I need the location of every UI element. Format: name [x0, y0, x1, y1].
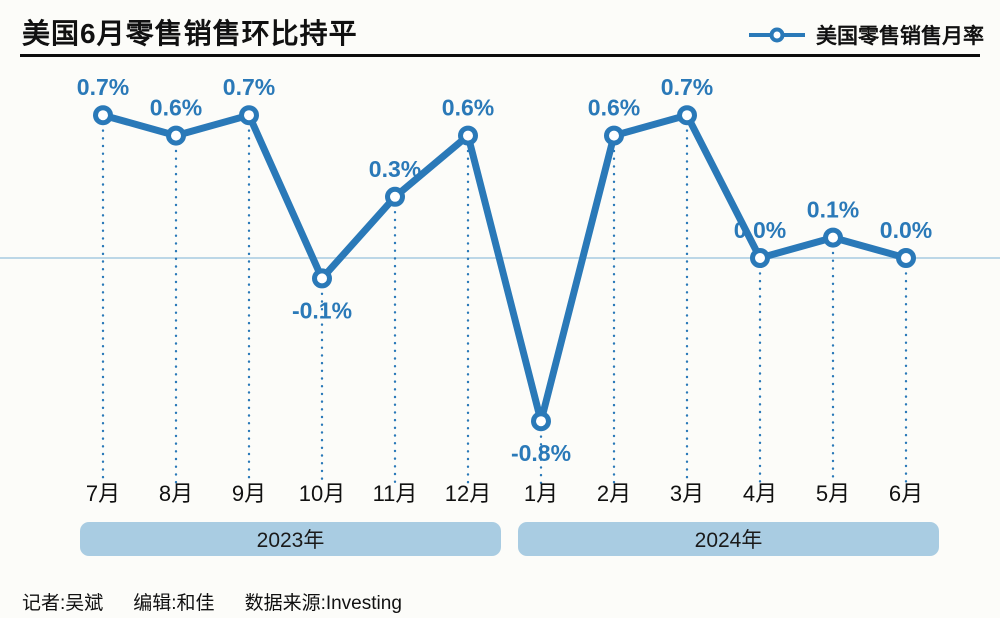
data-point-marker [531, 411, 551, 432]
legend-line-marker-icon [749, 27, 805, 43]
x-axis-label: 9月 [232, 481, 266, 506]
data-value-label: 0.0% [880, 217, 932, 243]
footer-reporter: 记者:吴斌 [22, 593, 104, 614]
x-axis-label: 2月 [597, 481, 631, 506]
data-value-label: 0.3% [369, 156, 421, 182]
legend-label: 美国零售销售月率 [816, 25, 984, 48]
year-band-label: 2023年 [80, 522, 501, 556]
data-value-label: 0.6% [150, 95, 202, 121]
series-line [99, 111, 910, 425]
legend: 美国零售销售月率 [748, 20, 984, 50]
data-point-marker [823, 227, 843, 248]
data-value-label: -0.8% [511, 440, 571, 466]
x-axis-label: 10月 [299, 481, 345, 506]
x-axis-label: 4月 [743, 481, 777, 506]
footer-credits: 记者:吴斌 编辑:和佳 数据来源:Investing [22, 588, 402, 615]
data-value-label: -0.1% [292, 297, 352, 323]
x-axis-label: 1月 [524, 481, 558, 506]
header-divider [20, 54, 980, 57]
x-axis-label: 6月 [889, 481, 923, 506]
chart-title: 美国6月零售销售环比持平 [22, 18, 358, 49]
year-band-label: 2024年 [518, 522, 939, 556]
line-chart: 0.7% 0.6% 0.7% -0.1% 0.3% 0.6% -0.8% 0.6% 0.7% 0.… [0, 74, 1000, 506]
x-axis-label: 8月 [159, 481, 193, 506]
data-point-marker [604, 125, 624, 146]
year-bands-row: 2023年 2024年 [0, 522, 1000, 558]
x-axis-label: 7月 [86, 481, 120, 506]
data-value-label: 0.6% [588, 95, 640, 121]
x-axis-label: 3月 [670, 481, 704, 506]
data-value-label: 0.6% [442, 95, 494, 121]
data-value-label: 0.0% [734, 217, 786, 243]
footer-source: 数据来源:Investing [244, 593, 402, 614]
data-point-marker [166, 125, 186, 146]
data-point-marker [312, 268, 332, 289]
data-point-marker [750, 248, 770, 268]
x-axis-label: 11月 [373, 481, 418, 506]
x-axis-label: 5月 [816, 481, 850, 506]
data-point-marker [385, 186, 405, 207]
data-point-marker [458, 125, 478, 146]
x-axis-label: 12月 [445, 481, 491, 506]
data-point-marker [677, 105, 697, 126]
data-point-marker [239, 105, 259, 126]
data-value-label: 0.7% [223, 74, 275, 100]
data-value-label: 0.7% [661, 74, 713, 100]
footer-editor: 编辑:和佳 [133, 593, 215, 614]
data-value-label: 0.1% [807, 197, 859, 223]
data-point-marker [896, 248, 916, 268]
data-point-marker [93, 105, 113, 126]
data-value-label: 0.7% [77, 74, 129, 100]
